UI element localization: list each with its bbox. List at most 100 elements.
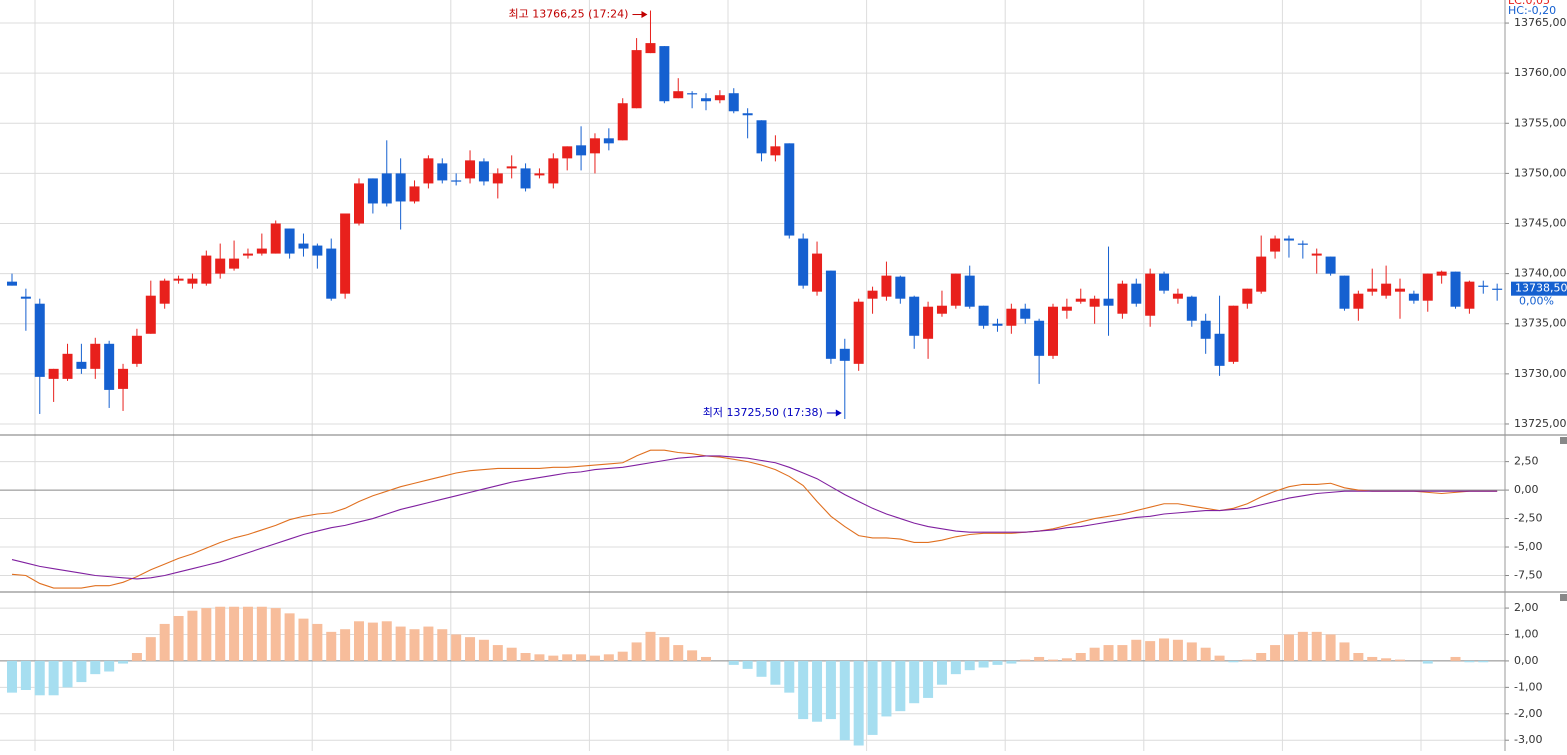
candle-body: [1367, 288, 1378, 292]
histogram-bar: [118, 660, 129, 664]
candle-body: [1242, 288, 1253, 304]
histogram-bar: [673, 645, 684, 661]
candle-body: [1339, 275, 1350, 309]
candle-body: [853, 301, 864, 364]
histogram-bar: [645, 631, 656, 661]
vertical-grid: [34, 0, 1422, 751]
histogram-bar: [62, 660, 73, 688]
candle-body: [340, 213, 351, 294]
candle-body: [645, 43, 656, 54]
candle-body: [1159, 273, 1170, 291]
histogram-bar: [1353, 652, 1364, 661]
high-annotation: 최고 13766,25 (17:24): [508, 8, 628, 21]
panel-button: [1560, 437, 1567, 444]
histogram-bar: [1311, 631, 1322, 661]
histogram-bar: [229, 606, 240, 661]
histogram-bar: [603, 654, 614, 661]
histogram-bar: [853, 660, 864, 746]
candle-body: [784, 143, 795, 236]
candle-body: [1131, 283, 1142, 304]
histogram-bar: [367, 622, 378, 661]
candle-body: [534, 173, 545, 176]
candle-body: [298, 243, 309, 249]
hc-label: HC:-0,20: [1508, 4, 1556, 17]
candle-body: [1283, 238, 1294, 241]
histogram-bar: [298, 618, 309, 661]
y-tick-label: -7,50: [1514, 568, 1542, 581]
candle-body: [478, 161, 489, 182]
candle-body: [617, 103, 628, 141]
candle-body: [242, 253, 253, 256]
candle-body: [159, 280, 170, 304]
y-tick-label: -2,00: [1514, 707, 1542, 720]
histogram-bar: [909, 660, 920, 704]
candle-body: [728, 93, 739, 112]
histogram-bar: [1270, 645, 1281, 661]
candle-body: [381, 173, 392, 204]
candle-body: [1103, 298, 1114, 306]
histogram-bar: [1186, 642, 1197, 661]
candle-body: [1172, 293, 1183, 299]
candle-body: [520, 168, 531, 189]
histogram-bar: [742, 660, 753, 669]
histogram-bar: [756, 660, 767, 677]
candle-body: [131, 335, 142, 364]
histogram-bar: [201, 608, 212, 661]
macd-line: [11, 455, 1498, 580]
candle-body: [1089, 298, 1100, 307]
histogram-bar: [1256, 652, 1267, 661]
y-tick-label: 13755,00: [1514, 116, 1567, 129]
histogram-bar: [104, 660, 115, 672]
histogram-bar: [659, 637, 670, 661]
y-tick-label: 13765,00: [1514, 16, 1567, 29]
histogram-bar: [1339, 642, 1350, 661]
candle-body: [1422, 273, 1433, 301]
candle-body: [76, 361, 87, 369]
candle-body: [506, 166, 517, 169]
candle-body: [812, 253, 823, 292]
y-tick-label: 13735,00: [1514, 317, 1567, 330]
candle-body: [1200, 320, 1211, 339]
candle-body: [34, 303, 45, 377]
arrow-head: [641, 11, 648, 19]
histogram-bar: [506, 647, 517, 661]
histogram-bar: [895, 660, 906, 712]
candle-body: [950, 273, 961, 306]
histogram-bar: [576, 654, 587, 661]
histogram-bar: [1159, 638, 1170, 661]
histogram-bar: [825, 660, 836, 720]
histogram-bar: [784, 660, 795, 693]
histogram-bar: [839, 660, 850, 741]
candle-body: [270, 223, 281, 254]
histogram-bar: [1048, 659, 1058, 661]
arrow-head: [835, 409, 842, 417]
candle-body: [1186, 296, 1197, 321]
candle-body: [1436, 271, 1447, 276]
histogram-bar: [867, 660, 878, 735]
histogram-bar: [992, 660, 1003, 665]
change-label: 0,00%: [1519, 295, 1554, 308]
candle-body: [825, 270, 836, 359]
candle-body: [1478, 285, 1489, 287]
histogram-bar: [1006, 660, 1017, 664]
candle-body: [284, 228, 295, 254]
candle-body: [562, 146, 573, 159]
candle-body: [187, 278, 198, 284]
histogram-bar: [534, 654, 545, 661]
histogram-bar: [631, 642, 642, 661]
histogram-bar: [728, 660, 739, 665]
histogram-bar: [812, 660, 823, 722]
candle-body: [770, 146, 781, 156]
histogram-bar: [131, 652, 142, 661]
histogram-bar: [950, 660, 961, 675]
candle-body: [631, 50, 642, 109]
candle-body: [978, 305, 989, 326]
candle-body: [687, 93, 698, 95]
candle-body: [215, 258, 226, 274]
histogram-bar: [90, 660, 101, 675]
y-tick-label: 2,00: [1514, 601, 1539, 614]
histogram-bar: [1034, 656, 1045, 661]
histogram-bar: [1464, 660, 1475, 663]
candle-body: [1381, 283, 1392, 296]
candle-body: [742, 113, 753, 116]
